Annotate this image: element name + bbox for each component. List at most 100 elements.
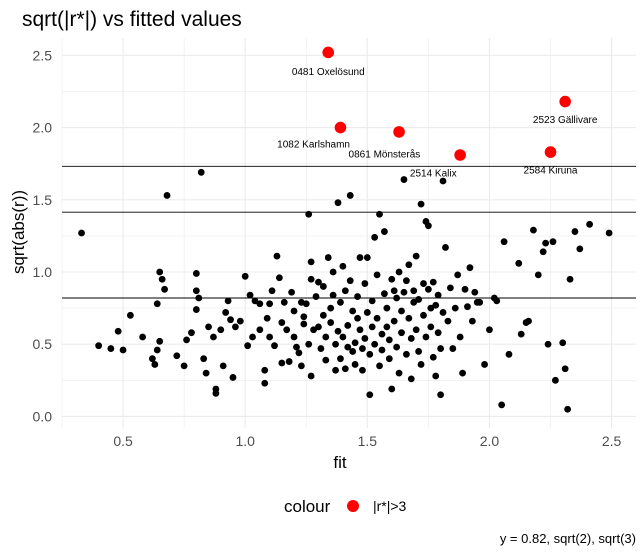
- data-point: [544, 340, 552, 348]
- data-point: [359, 366, 366, 374]
- data-point: [354, 314, 361, 322]
- data-point: [437, 391, 444, 399]
- data-point: [212, 389, 220, 397]
- data-point: [466, 264, 474, 272]
- data-point: [327, 319, 335, 326]
- y-tick-label: 1.5: [33, 192, 53, 208]
- data-point: [349, 348, 357, 355]
- data-point: [437, 345, 444, 352]
- data-point: [224, 297, 232, 305]
- data-point: [451, 304, 459, 312]
- data-point: [315, 323, 322, 331]
- data-point: [381, 228, 388, 235]
- data-point: [95, 342, 103, 350]
- data-point: [564, 405, 572, 413]
- data-point: [341, 287, 349, 295]
- data-point: [530, 226, 537, 234]
- data-point: [459, 369, 466, 377]
- data-point: [315, 278, 322, 286]
- legend-swatch: [347, 500, 359, 512]
- data-point: [283, 326, 291, 334]
- data-point: [241, 272, 249, 280]
- data-point: [78, 229, 85, 237]
- data-point: [559, 339, 567, 347]
- data-point: [351, 361, 359, 368]
- data-point: [605, 229, 613, 237]
- data-point: [337, 298, 344, 306]
- data-point: [393, 343, 401, 351]
- data-point: [390, 317, 398, 325]
- highlight-label: 0861 Mönsterås: [349, 149, 421, 161]
- data-point: [200, 355, 208, 363]
- data-point: [378, 346, 386, 354]
- data-point: [126, 311, 134, 319]
- data-point: [229, 374, 237, 381]
- highlight-point: [322, 46, 335, 59]
- data-point: [329, 291, 337, 299]
- data-point: [346, 277, 354, 285]
- y-tick-label: 0.0: [33, 408, 53, 424]
- data-point: [356, 254, 364, 261]
- data-point: [371, 233, 379, 241]
- data-point: [549, 238, 557, 246]
- data-point: [500, 238, 508, 246]
- data-point: [363, 309, 371, 316]
- data-point: [210, 333, 217, 341]
- data-point: [293, 343, 300, 351]
- data-point: [339, 333, 347, 341]
- data-point: [246, 291, 254, 299]
- data-point: [415, 296, 423, 303]
- data-point: [481, 361, 488, 368]
- data-point: [288, 288, 295, 296]
- data-point: [153, 346, 161, 354]
- highlight-label: 2584 Kiruna: [524, 165, 578, 176]
- data-point: [373, 271, 381, 279]
- x-axis-ticks: 0.5 1.0 1.5 2.0 2.5: [113, 433, 621, 449]
- data-point: [305, 210, 313, 218]
- x-axis-title: fit: [333, 453, 347, 472]
- data-point: [307, 258, 315, 266]
- data-point: [327, 304, 335, 312]
- data-point: [388, 385, 396, 393]
- legend-label: |r*|>3: [373, 498, 407, 514]
- data-point: [107, 345, 115, 352]
- data-point: [266, 333, 274, 341]
- y-tick-label: 1.0: [33, 264, 53, 280]
- data-point: [354, 293, 361, 300]
- data-point: [525, 317, 532, 325]
- data-point: [468, 317, 476, 325]
- data-point: [197, 168, 205, 176]
- data-point: [381, 290, 388, 298]
- data-point: [180, 362, 188, 370]
- data-point: [407, 375, 415, 383]
- data-point: [307, 372, 315, 380]
- data-point: [427, 323, 435, 331]
- data-point: [359, 345, 366, 352]
- data-point: [515, 259, 523, 267]
- data-point: [385, 336, 393, 344]
- data-point: [356, 326, 364, 334]
- data-point: [307, 275, 315, 283]
- data-point: [332, 366, 339, 374]
- data-point: [227, 316, 234, 324]
- legend-title: colour: [284, 497, 331, 516]
- data-point: [542, 239, 550, 247]
- data-point: [539, 248, 547, 256]
- data-point: [412, 326, 420, 334]
- data-point: [363, 254, 371, 261]
- data-point: [158, 275, 166, 283]
- data-point: [202, 369, 210, 377]
- data-point: [300, 313, 308, 321]
- highlight-label: 1082 Karlshamn: [277, 139, 350, 150]
- data-point: [383, 323, 391, 331]
- data-point: [305, 340, 313, 348]
- chart-title: sqrt(|r*|) vs fitted values: [22, 8, 242, 31]
- data-point: [410, 287, 418, 295]
- data-point: [148, 355, 156, 363]
- data-point: [266, 300, 274, 308]
- data-point: [236, 317, 244, 325]
- data-point: [322, 333, 330, 341]
- data-point: [261, 379, 269, 387]
- data-point: [334, 199, 342, 207]
